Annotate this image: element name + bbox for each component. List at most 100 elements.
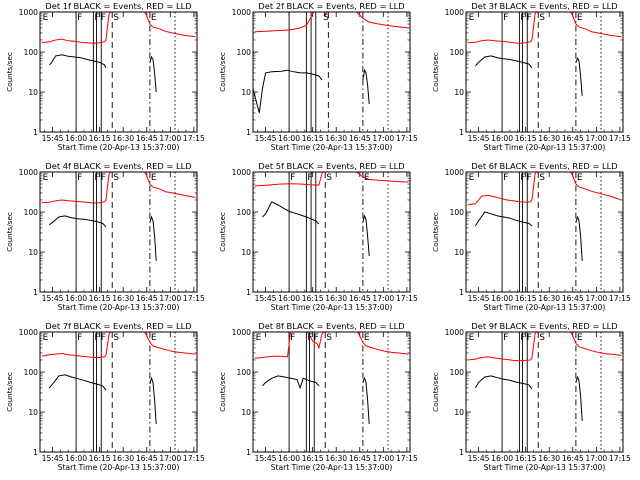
x-tick-label: 16:30 (325, 134, 347, 143)
panel-det2: Det 2f BLACK = Events, RED = LLD Counts/s… (218, 1, 418, 152)
series-events-line (262, 201, 320, 225)
x-tick-label: 16:30 (538, 134, 560, 143)
y-tick-label: 1000 (19, 8, 38, 17)
x-tick-label: 16:15 (515, 454, 537, 463)
y-tick-label: 1 (33, 448, 38, 457)
y-tick-label: 10 (241, 88, 251, 97)
plot-frame (465, 331, 624, 453)
y-tick-label: 10 (28, 248, 38, 257)
x-tick-label: 17:00 (159, 134, 181, 143)
panel-det1: Det 1f BLACK = Events, RED = LLD Counts/s… (5, 1, 205, 152)
x-axis-label: Start Time (20-Apr-13 15:37:00) (484, 143, 606, 152)
plot-frame (252, 11, 411, 133)
marker-f: F (94, 333, 99, 343)
y-tick-label: 1000 (232, 168, 251, 177)
x-tick-label: 17:00 (585, 134, 607, 143)
x-tick-label: 17:15 (609, 294, 631, 303)
plot-data (253, 12, 409, 132)
marker-f: F (307, 173, 312, 183)
y-tick-label: 1 (246, 448, 251, 457)
x-tick-label: 15:45 (255, 454, 277, 463)
x-axis-label: Start Time (20-Apr-13 15:37:00) (484, 303, 606, 312)
y-tick-label: 100 (24, 208, 39, 217)
marker-f: F (101, 173, 106, 183)
panel-title: Det 8f BLACK = Events, RED = LLD (258, 321, 404, 331)
x-axis-label: Start Time (20-Apr-13 15:37:00) (484, 463, 606, 472)
y-tick-label: 100 (450, 368, 465, 377)
x-tick-label: 16:15 (89, 294, 111, 303)
y-axis-label: Counts/sec (218, 372, 227, 412)
series-events-line (149, 376, 157, 425)
marker-f: F (77, 173, 82, 183)
x-tick-label: 16:30 (325, 294, 347, 303)
series-events-line (575, 215, 583, 261)
y-tick-label: 100 (237, 48, 252, 57)
x-tick-label: 16:30 (112, 134, 134, 143)
marker-e: E (151, 13, 157, 23)
plot-data (41, 172, 196, 292)
x-tick-label: 16:45 (349, 134, 371, 143)
x-tick-label: 16:00 (491, 294, 513, 303)
plot-frame (39, 11, 198, 133)
y-axis-label: Counts/sec (5, 52, 14, 92)
panel-det8: Det 8f BLACK = Events, RED = LLD Counts/s… (218, 321, 418, 472)
marker-e: E (577, 333, 583, 343)
x-tick-label: 16:30 (538, 454, 560, 463)
plot-frame (252, 331, 411, 453)
y-tick-label: 1000 (445, 8, 464, 17)
y-tick-label: 1000 (19, 328, 38, 337)
x-tick-label: 17:00 (159, 454, 181, 463)
series-events-line (362, 376, 370, 425)
x-tick-label: 17:15 (609, 134, 631, 143)
plot-data (254, 172, 409, 292)
marker-f: F (527, 13, 532, 23)
series-lld-line (254, 12, 409, 33)
x-tick-label: 16:00 (278, 294, 300, 303)
y-tick-label: 100 (450, 48, 465, 57)
marker-e: E (256, 333, 262, 343)
series-events-line (49, 374, 107, 391)
y-axis-label: Counts/sec (5, 212, 14, 252)
panel-title: Det 3f BLACK = Events, RED = LLD (471, 1, 617, 11)
x-tick-label: 16:45 (562, 454, 584, 463)
x-tick-label: 16:45 (136, 454, 158, 463)
plot-data (41, 12, 196, 132)
y-tick-label: 1000 (445, 328, 464, 337)
marker-f: F (77, 13, 82, 23)
y-tick-label: 1000 (19, 168, 38, 177)
x-tick-label: 16:00 (491, 454, 513, 463)
marker-s: S (113, 333, 119, 343)
marker-s: S (539, 13, 545, 23)
x-tick-label: 16:15 (515, 134, 537, 143)
series-events-line (362, 214, 370, 256)
x-axis-label: Start Time (20-Apr-13 15:37:00) (271, 143, 393, 152)
marker-f: F (520, 333, 525, 343)
x-axis-label: Start Time (20-Apr-13 15:37:00) (58, 143, 180, 152)
x-tick-label: 16:00 (65, 454, 87, 463)
x-tick-label: 16:15 (89, 454, 111, 463)
panel-title: Det 2f BLACK = Events, RED = LLD (258, 1, 404, 11)
y-axis-label: Counts/sec (218, 212, 227, 252)
x-tick-label: 16:15 (302, 294, 324, 303)
y-axis-label: Counts/sec (431, 372, 440, 412)
marker-f: F (290, 333, 295, 343)
x-tick-label: 16:45 (136, 134, 158, 143)
marker-s: S (539, 333, 545, 343)
panel-det5: Det 5f BLACK = Events, RED = LLD Counts/s… (218, 161, 418, 312)
x-tick-label: 16:45 (349, 454, 371, 463)
marker-f: F (527, 173, 532, 183)
y-tick-label: 1000 (445, 168, 464, 177)
marker-s: S (113, 13, 119, 23)
marker-e: E (43, 333, 49, 343)
x-tick-label: 16:00 (278, 454, 300, 463)
x-tick-label: 17:00 (585, 454, 607, 463)
y-tick-label: 1 (246, 288, 251, 297)
marker-f: F (527, 333, 532, 343)
marker-f: F (520, 13, 525, 23)
x-tick-label: 17:15 (396, 454, 418, 463)
x-tick-label: 17:15 (183, 294, 205, 303)
x-tick-label: 15:45 (468, 454, 490, 463)
y-tick-label: 100 (237, 208, 252, 217)
y-tick-label: 10 (28, 88, 38, 97)
